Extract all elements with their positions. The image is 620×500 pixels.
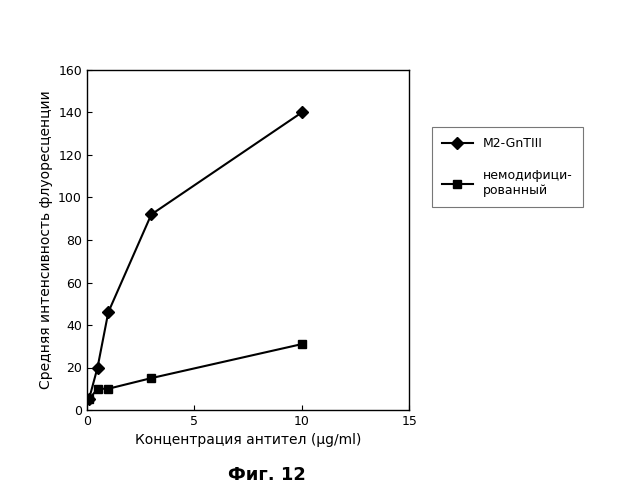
Y-axis label: Средняя интенсивность флуоресценции: Средняя интенсивность флуоресценции: [38, 90, 53, 390]
Text: Фиг. 12: Фиг. 12: [228, 466, 306, 484]
X-axis label: Концентрация антител (μg/ml): Концентрация антител (μg/ml): [135, 434, 361, 448]
Legend: M2-GnTIII, немодифици-
рованный: M2-GnTIII, немодифици- рованный: [432, 127, 583, 207]
